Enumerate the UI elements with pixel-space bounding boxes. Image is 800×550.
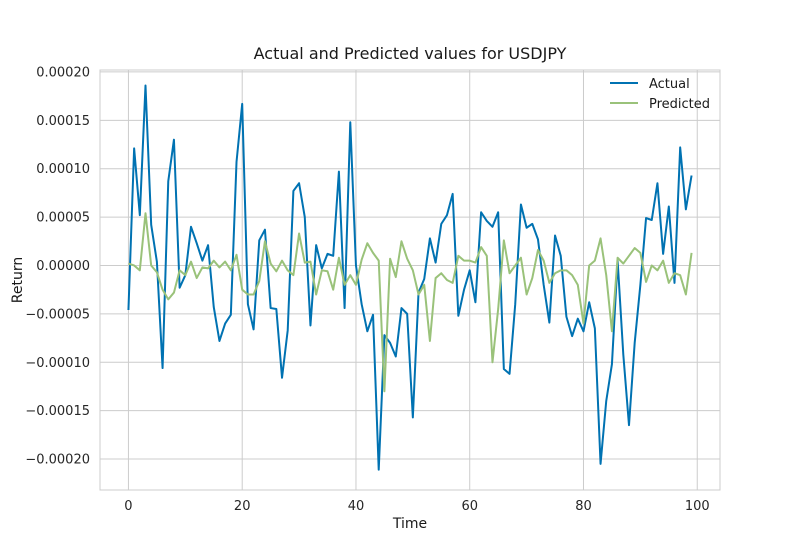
chart-title: Actual and Predicted values for USDJPY	[254, 44, 567, 63]
y-tick-label: −0.00020	[25, 453, 90, 468]
series-layer	[127, 84, 693, 471]
y-tick-label: 0.00015	[36, 114, 90, 129]
x-tick-label: 40	[348, 499, 365, 514]
x-tick-label: 60	[461, 499, 478, 514]
x-tick-label: 20	[234, 499, 251, 514]
plot-area	[99, 69, 721, 491]
y-tick-label: −0.00005	[25, 307, 90, 322]
legend: Actual Predicted	[610, 77, 710, 112]
x-tick-label: 80	[575, 499, 592, 514]
y-tick-label: 0.00010	[36, 162, 90, 177]
legend-label-actual: Actual	[649, 77, 690, 92]
series-line-predicted	[128, 212, 693, 393]
series-line-actual	[127, 84, 693, 471]
y-tick-label: −0.00015	[25, 404, 90, 419]
x-axis-ticks: 0 20 40 60 80 100	[124, 499, 709, 514]
y-tick-label: −0.00010	[25, 356, 90, 371]
x-tick-label: 100	[685, 499, 710, 514]
y-tick-label: 0.00005	[36, 211, 90, 226]
y-axis-label: Return	[10, 257, 26, 303]
grid-lines	[100, 70, 720, 490]
y-axis-ticks: 0.00020 0.00015 0.00010 0.00005 0.00000 −0.00…	[25, 65, 90, 467]
x-tick-label: 0	[124, 499, 132, 514]
legend-label-predicted: Predicted	[649, 97, 710, 112]
y-tick-label: 0.00020	[36, 65, 90, 80]
x-axis-label: Time	[392, 516, 427, 532]
y-tick-label: 0.00000	[36, 259, 90, 274]
